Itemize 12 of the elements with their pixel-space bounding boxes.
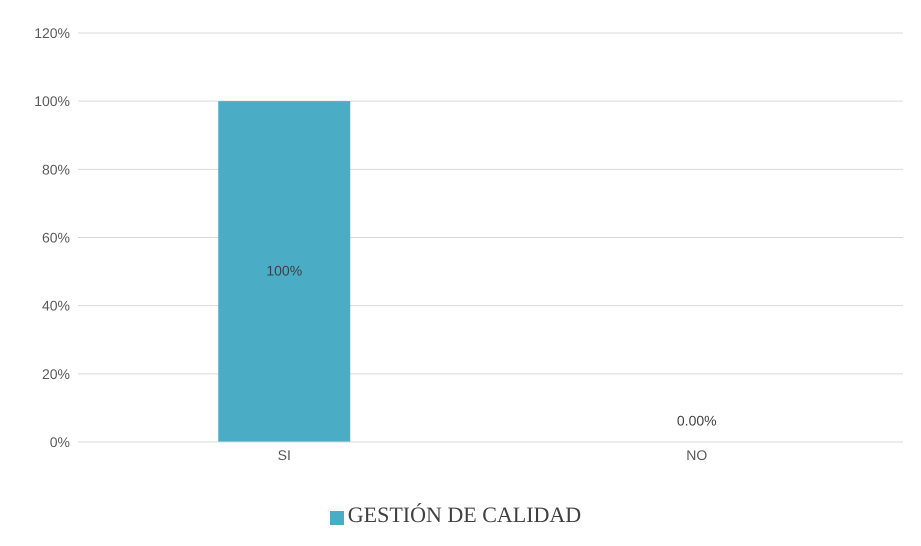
y-tick-label: 0% (50, 434, 70, 450)
x-tick-label: NO (686, 446, 708, 463)
y-tick-label: 80% (42, 161, 70, 178)
y-tick-label: 40% (42, 298, 70, 314)
y-tick-label: 100% (34, 93, 70, 110)
x-tick-label: SI (278, 446, 291, 463)
y-tick-label: 60% (42, 229, 70, 246)
data-label: 0.00% (676, 412, 717, 429)
y-tick-label: 120% (34, 24, 70, 41)
data-label: 100% (266, 262, 302, 278)
y-tick-label: 20% (42, 366, 70, 382)
legend-label: GESTIÓN DE CALIDAD (348, 502, 582, 527)
